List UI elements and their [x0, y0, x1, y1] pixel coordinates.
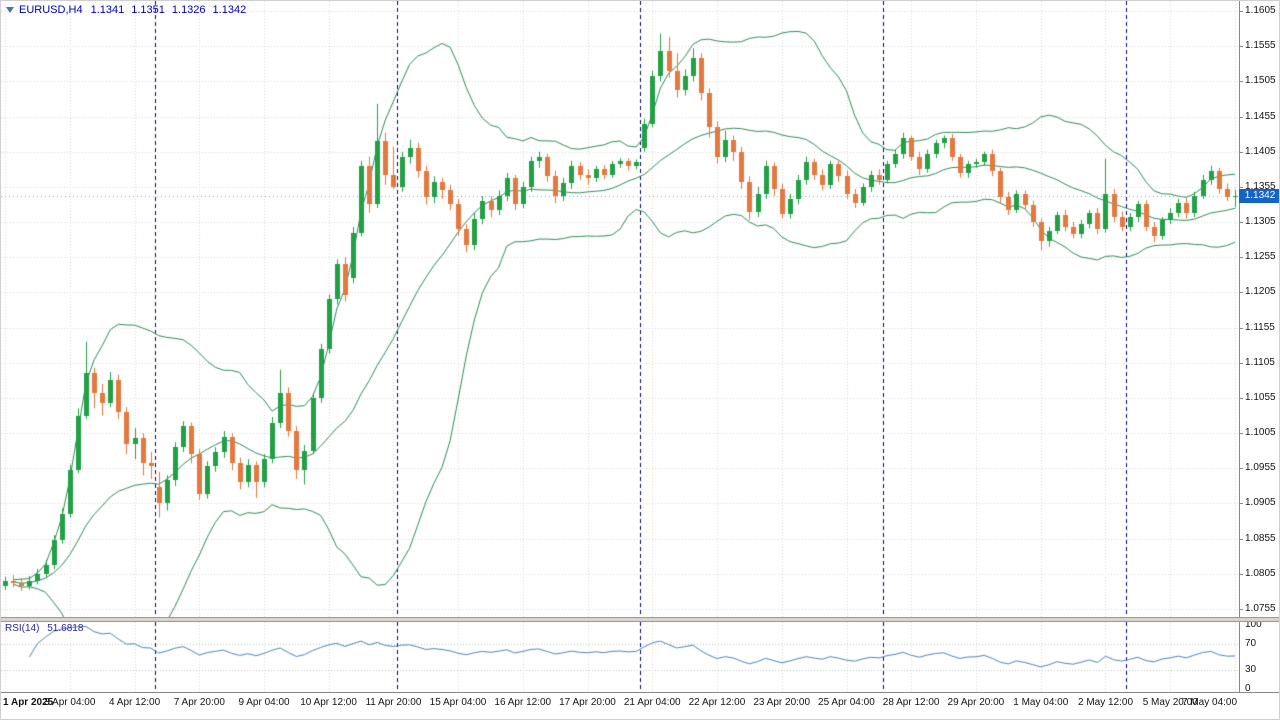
axis-tick [1240, 609, 1243, 610]
axis-tick [1240, 116, 1243, 118]
rsi-name: RSI(14) [5, 623, 40, 634]
axis-tick [1240, 397, 1243, 399]
price-axis-label: 1.1055 [1245, 391, 1276, 403]
price-axis-label: 1.1605 [1245, 5, 1276, 16]
high-value: 1.1351 [131, 4, 165, 16]
low-value: 1.1326 [171, 4, 206, 16]
time-axis-label: 2 May 12:00 [1077, 697, 1134, 708]
axis-tick [1240, 327, 1243, 329]
price-axis-label: 1.1505 [1245, 75, 1276, 87]
time-axis-label: 4 Apr 12:00 [109, 697, 161, 708]
time-axis-label: 16 Apr 12:00 [494, 697, 552, 708]
time-axis-label: 15 Apr 04:00 [429, 697, 487, 708]
rsi-level-label: 70 [1245, 638, 1257, 650]
axis-tick [1240, 151, 1243, 153]
price-axis-label: 1.0805 [1245, 567, 1276, 579]
price-axis-label: 1.1155 [1245, 321, 1275, 333]
axis-tick [1240, 538, 1243, 540]
time-axis-label: 5 May 20:00 [1142, 697, 1198, 708]
axis-tick [1240, 186, 1243, 188]
time-axis[interactable]: 1 Apr 2025 3 Apr 04:00 4 Apr 12:00 7 Apr 20… [1, 692, 1279, 719]
time-axis-label: 23 Apr 20:00 [753, 697, 811, 708]
axis-tick [1240, 81, 1243, 83]
axis-tick [1240, 468, 1243, 470]
price-axis-label: 1.1255 [1245, 251, 1276, 263]
rsi-level-label: 0 [1245, 683, 1251, 694]
time-axis-label: 7 Apr 20:00 [173, 697, 225, 708]
price-axis[interactable]: 1.1605 1.1555 1.1505 1.1455 1.1405 1.1355 1.13… [1239, 1, 1279, 694]
rsi-level-label: 30 [1245, 663, 1257, 675]
time-axis-label: 9 Apr 04:00 [238, 697, 290, 708]
rsi-level-label: 100 [1245, 619, 1262, 630]
price-axis-label: 1.0855 [1245, 532, 1276, 544]
price-axis-label: 1.1455 [1245, 110, 1276, 122]
axis-tick [1240, 362, 1243, 364]
axis-tick [1240, 573, 1243, 575]
symbol-info: EURUSD,H4 1.1341 1.1351 1.1326 1.1342 [6, 4, 253, 16]
price-axis-label: 1.0955 [1245, 462, 1276, 474]
rsi-value: 51.6818 [47, 623, 84, 634]
axis-tick [1240, 11, 1243, 12]
time-axis-label: 29 Apr 20:00 [947, 697, 1005, 708]
time-axis-label: 21 Apr 04:00 [623, 697, 681, 708]
time-axis-label: 28 Apr 12:00 [882, 697, 940, 708]
time-axis-label: 17 Apr 20:00 [559, 697, 616, 708]
price-axis-label: 1.1205 [1245, 286, 1276, 298]
current-price-badge: 1.1342 [1239, 189, 1279, 203]
price-axis-label: 1.1305 [1245, 216, 1276, 228]
price-axis-label: 1.0755 [1245, 603, 1276, 614]
price-axis-label: 1.1005 [1245, 427, 1276, 439]
axis-tick [1240, 503, 1243, 505]
price-axis-label: 1.1105 [1245, 356, 1275, 368]
rsi-caption: RSI(14) 51.6818 [5, 623, 88, 634]
time-axis-label: 11 Apr 20:00 [365, 697, 422, 708]
axis-tick [1240, 433, 1243, 435]
time-axis-label: 22 Apr 12:00 [688, 697, 746, 708]
axis-tick [1240, 257, 1243, 259]
time-axis-label: 1 May 04:00 [1013, 697, 1069, 708]
time-axis-label: 1 Apr 2025 [3, 697, 54, 708]
close-value: 1.1342 [212, 4, 247, 16]
axis-tick [1240, 292, 1243, 294]
time-axis-label: 7 May 04:00 [1182, 697, 1238, 708]
axis-tick [1240, 46, 1243, 48]
symbol-period-label: EURUSD,H4 [19, 4, 83, 16]
price-axis-label: 1.0905 [1245, 497, 1276, 509]
open-value: 1.1341 [90, 4, 125, 16]
time-axis-label: 3 Apr 04:00 [44, 697, 96, 708]
axis-tick [1240, 222, 1243, 224]
price-axis-label: 1.1405 [1245, 145, 1276, 157]
time-axis-label: 25 Apr 04:00 [818, 697, 875, 708]
price-axis-label: 1.1555 [1245, 40, 1276, 52]
symbol-marker-icon [6, 7, 14, 13]
pane-splitter[interactable] [1, 617, 1279, 622]
rsi-indicator-canvas[interactable] [1, 622, 1239, 692]
main-chart-canvas[interactable] [1, 1, 1239, 617]
time-axis-label: 10 Apr 12:00 [300, 697, 357, 708]
price-axis-label: 1.1355 [1245, 180, 1276, 192]
